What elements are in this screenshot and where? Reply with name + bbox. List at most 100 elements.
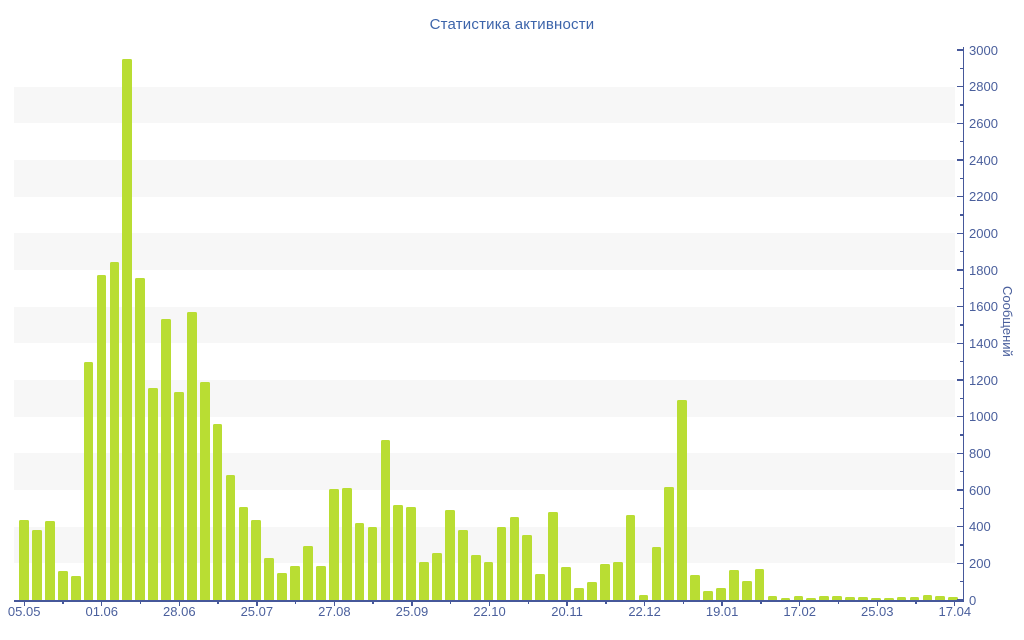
y-tick-label: 0 xyxy=(969,592,977,608)
bar[interactable] xyxy=(767,596,778,600)
bar[interactable] xyxy=(135,278,146,600)
bar[interactable] xyxy=(277,573,287,600)
bar[interactable] xyxy=(883,598,894,600)
bar[interactable] xyxy=(174,391,184,600)
bar[interactable] xyxy=(664,487,675,600)
x-major-tick xyxy=(954,601,956,606)
bar[interactable] xyxy=(57,570,68,600)
grid-band xyxy=(14,380,955,417)
bar[interactable] xyxy=(419,562,429,600)
bar[interactable] xyxy=(741,580,752,600)
x-tick-label: 27.08 xyxy=(318,604,351,619)
y-tick-label: 400 xyxy=(969,519,991,535)
y-axis-ticks xyxy=(14,49,964,601)
y-tick-label: 2600 xyxy=(969,115,998,131)
bar[interactable] xyxy=(806,598,817,600)
bar[interactable] xyxy=(186,312,197,600)
bar[interactable] xyxy=(109,261,120,600)
bar[interactable] xyxy=(561,567,571,600)
bar[interactable] xyxy=(703,590,713,600)
y-major-tick xyxy=(957,269,963,271)
bar[interactable] xyxy=(574,588,584,600)
y-minor-tick xyxy=(959,580,963,583)
bar[interactable] xyxy=(367,526,378,600)
bar[interactable] xyxy=(432,553,442,600)
bar[interactable] xyxy=(96,274,107,600)
y-minor-tick xyxy=(959,470,963,473)
bar[interactable] xyxy=(845,597,855,600)
bar[interactable] xyxy=(638,594,649,600)
x-axis-line xyxy=(14,600,964,602)
bar[interactable] xyxy=(354,523,365,600)
bar[interactable] xyxy=(380,439,391,600)
bar[interactable] xyxy=(690,575,700,600)
bar[interactable] xyxy=(716,588,726,600)
bar[interactable] xyxy=(935,596,946,600)
bar[interactable] xyxy=(122,59,133,600)
bar[interactable] xyxy=(225,475,236,600)
bar[interactable] xyxy=(445,510,455,600)
grid-band xyxy=(14,526,955,564)
bar[interactable] xyxy=(651,546,662,600)
bar[interactable] xyxy=(290,566,300,600)
bar[interactable] xyxy=(599,564,610,600)
x-minor-tick xyxy=(139,601,142,604)
grid-band xyxy=(14,453,955,490)
bar[interactable] xyxy=(819,596,829,600)
bar[interactable] xyxy=(754,568,765,600)
x-major-tick xyxy=(411,601,413,606)
bar[interactable] xyxy=(677,400,688,600)
bar[interactable] xyxy=(909,597,920,600)
x-minor-tick xyxy=(605,601,607,604)
x-minor-tick xyxy=(837,601,840,604)
bar[interactable] xyxy=(45,521,55,600)
bar[interactable] xyxy=(922,595,933,600)
bar[interactable] xyxy=(19,520,29,600)
bar[interactable] xyxy=(587,581,597,600)
y-major-tick xyxy=(957,599,963,601)
x-axis-labels: 05.05 01.06 28.06 25.07 27.08 25.09 22.10 20.11… xyxy=(8,50,971,619)
bar[interactable] xyxy=(496,526,507,600)
bar[interactable] xyxy=(212,424,223,600)
bar[interactable] xyxy=(199,381,210,600)
bar[interactable] xyxy=(793,596,804,600)
bar[interactable] xyxy=(548,512,558,600)
bar[interactable] xyxy=(470,555,481,600)
bar[interactable] xyxy=(948,597,959,600)
bar[interactable] xyxy=(406,507,417,600)
bar[interactable] xyxy=(522,534,533,600)
bar[interactable] xyxy=(32,530,42,600)
bar[interactable] xyxy=(238,507,249,600)
bar[interactable] xyxy=(264,557,275,600)
bar[interactable] xyxy=(328,489,339,600)
y-tick-label: 600 xyxy=(969,482,991,498)
bar[interactable] xyxy=(535,574,546,600)
y-tick-label: 2000 xyxy=(969,225,998,241)
x-minor-tick xyxy=(682,601,685,604)
bar[interactable] xyxy=(483,562,494,600)
x-minor-tick xyxy=(760,601,762,604)
bar[interactable] xyxy=(303,545,313,600)
bar[interactable] xyxy=(832,596,842,600)
bar[interactable] xyxy=(148,388,158,600)
bar[interactable] xyxy=(393,504,404,600)
bar[interactable] xyxy=(70,576,81,600)
bar[interactable] xyxy=(509,516,520,600)
y-major-tick xyxy=(957,342,963,345)
bar[interactable] xyxy=(316,566,326,600)
bar[interactable] xyxy=(870,598,881,600)
y-minor-tick xyxy=(959,177,963,180)
x-tick-label: 19.01 xyxy=(705,604,739,619)
x-major-tick xyxy=(721,601,723,606)
bar[interactable] xyxy=(457,530,468,600)
bar[interactable] xyxy=(83,361,94,600)
bar[interactable] xyxy=(341,488,352,600)
bar[interactable] xyxy=(780,598,791,600)
bar[interactable] xyxy=(161,318,171,600)
bar[interactable] xyxy=(896,597,907,600)
bar[interactable] xyxy=(728,569,739,600)
bar[interactable] xyxy=(858,597,868,600)
bar[interactable] xyxy=(625,514,636,600)
bar[interactable] xyxy=(612,562,623,600)
bar[interactable] xyxy=(251,520,262,600)
